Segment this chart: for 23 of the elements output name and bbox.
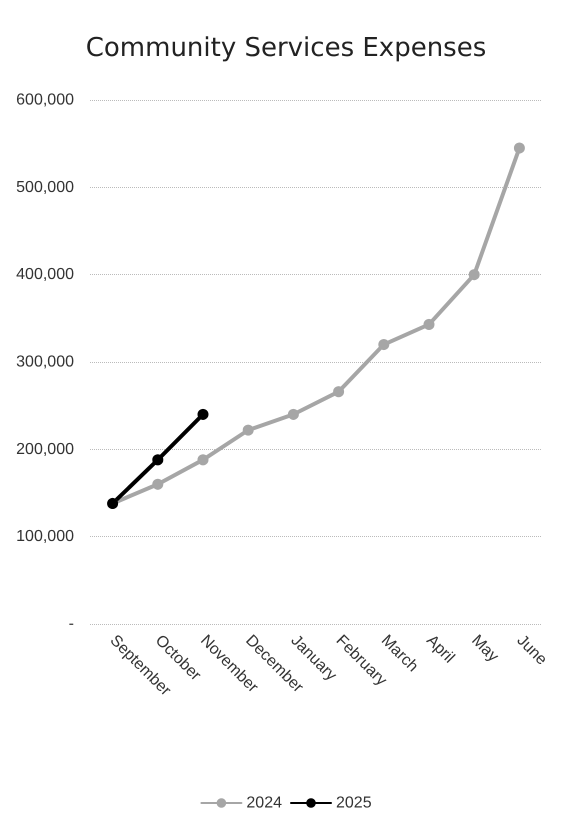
x-tick-label: April — [422, 632, 458, 667]
point — [424, 318, 434, 330]
point — [333, 386, 344, 398]
point — [242, 424, 254, 436]
point — [378, 339, 390, 350]
point — [152, 478, 164, 490]
point — [514, 142, 525, 154]
point — [468, 269, 480, 280]
point — [198, 408, 208, 420]
y-tick-label: 400,000 — [16, 266, 74, 284]
legend-label: 2024 — [246, 794, 282, 812]
y-tick-label: 600,000 — [16, 92, 74, 108]
point — [198, 454, 208, 466]
y-tick-label: 100,000 — [16, 528, 74, 546]
legend-label: 2025 — [336, 794, 372, 812]
y-tick-label: 500,000 — [16, 178, 74, 196]
y-tick-label: - — [68, 616, 74, 632]
point — [152, 454, 164, 466]
y-tick-label: 300,000 — [16, 354, 74, 370]
x-tick-label: May — [468, 632, 502, 666]
chart-title: Community Services Expenses — [86, 33, 486, 63]
point — [288, 408, 299, 420]
y-tick-label: 200,000 — [16, 440, 74, 458]
